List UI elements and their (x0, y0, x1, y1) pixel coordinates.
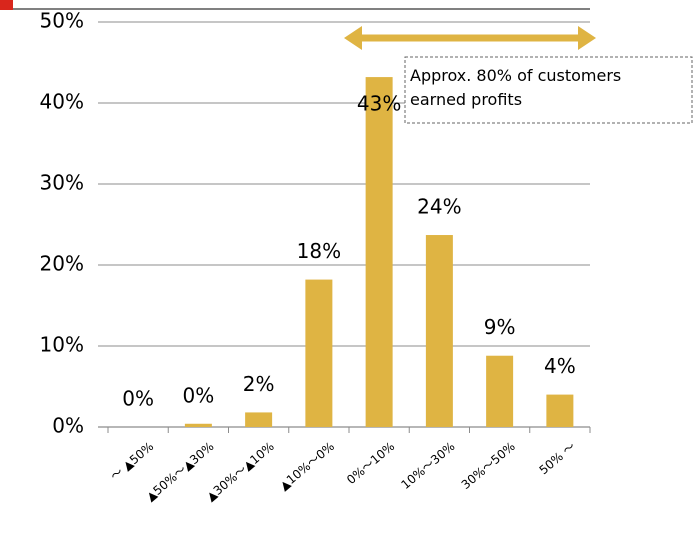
y-tick-label: 0% (52, 414, 84, 438)
bar (305, 279, 333, 427)
annotation-box (404, 56, 693, 124)
data-label: 9% (484, 315, 516, 339)
arrow-head-left (344, 26, 362, 50)
x-tick-label: 30%～50% (459, 439, 518, 492)
bar (425, 235, 453, 427)
data-label: 2% (243, 372, 275, 396)
annotation: Approx. 80% of customers earned profits (410, 66, 622, 109)
title-marker (0, 0, 13, 10)
data-label: 4% (544, 354, 576, 378)
y-tick-label: 40% (40, 90, 84, 114)
x-tick-label: ～ ▲50% (108, 439, 157, 483)
bar (184, 423, 212, 427)
bar (546, 394, 574, 427)
bar (365, 77, 393, 427)
bar (486, 355, 514, 427)
data-label: 0% (122, 387, 154, 411)
y-tick-label: 30% (40, 171, 84, 195)
annotation-container: Approx. 80% of customers earned profits (410, 66, 622, 109)
bar (245, 412, 273, 427)
data-label: 0% (183, 383, 215, 407)
data-label: 24% (417, 195, 461, 219)
x-tick-label: 10%～30% (398, 439, 457, 492)
x-tick-label: 50% ～ (536, 439, 578, 477)
data-label: 18% (297, 239, 341, 263)
x-tick-label: ▲10%～0% (277, 439, 337, 493)
x-tick-label: 0%～10% (344, 439, 397, 487)
arrow-head-right (578, 26, 596, 50)
y-tick-label: 10% (40, 333, 84, 357)
y-tick-label: 50% (40, 9, 84, 33)
data-label: 43% (357, 92, 401, 116)
y-tick-label: 20% (40, 252, 84, 276)
